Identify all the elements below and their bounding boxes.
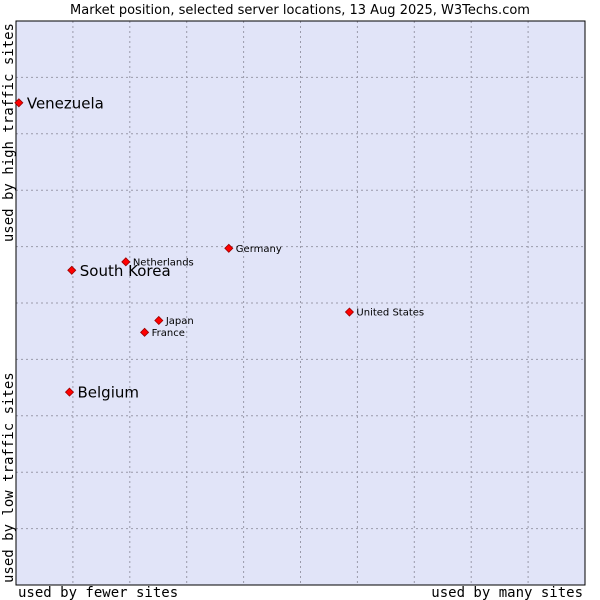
data-label-united-states: United States: [356, 308, 424, 319]
y-axis-label-bottom: used by low traffic sites: [1, 372, 17, 583]
data-point-south-korea: [67, 265, 77, 275]
data-point-united-states: [344, 307, 354, 317]
data-label-south-korea: South Korea: [80, 262, 171, 280]
x-axis-label-right: used by many sites: [431, 585, 583, 600]
data-point-netherlands: [121, 257, 131, 267]
x-axis-label-left: used by fewer sites: [18, 585, 178, 600]
data-point-venezuela: [14, 98, 24, 108]
data-point-japan: [154, 315, 164, 326]
data-label-belgium: Belgium: [77, 384, 138, 402]
chart-title: Market position, selected server locatio…: [70, 3, 530, 18]
data-label-germany: Germany: [236, 244, 282, 255]
data-label-japan: Japan: [165, 316, 194, 327]
data-point-france: [140, 327, 150, 337]
data-label-france: France: [152, 328, 185, 339]
data-point-belgium: [64, 387, 75, 397]
data-point-germany: [224, 243, 234, 253]
grid: [16, 21, 585, 585]
data-label-netherlands: Netherlands: [133, 257, 194, 268]
y-axis-label-top: used by high traffic sites: [1, 23, 17, 242]
data-label-venezuela: Venezuela: [27, 94, 104, 112]
plot-border: [15, 20, 586, 586]
data-points: Venezuela South Korea Belgium Netherlands Ge…: [14, 94, 424, 402]
